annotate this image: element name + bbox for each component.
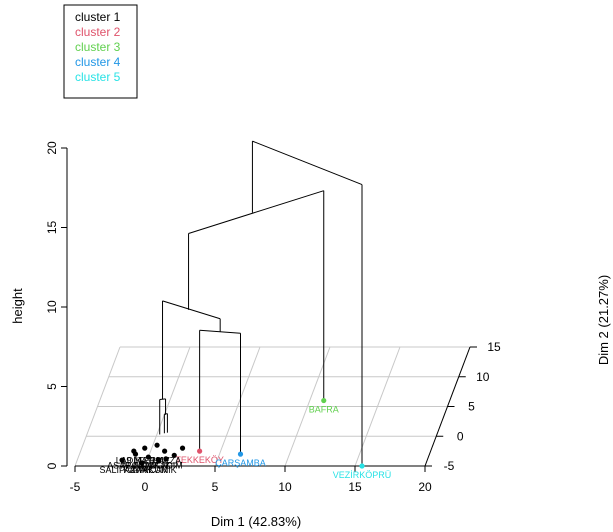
legend-entry-5: cluster 5: [75, 70, 121, 84]
dendrogram-bar: [162, 300, 221, 320]
data-point: [145, 454, 151, 460]
z-tick-label: 15: [45, 221, 59, 235]
z-tick-label: 0: [45, 462, 59, 469]
legend-entry-4: cluster 4: [75, 55, 121, 69]
dendrogram-bar: [252, 140, 363, 186]
dendrogram-bar: [188, 190, 324, 234]
legend-entry-2: cluster 2: [75, 25, 121, 39]
data-point: [321, 397, 327, 404]
y-tick-label: 15: [487, 340, 501, 354]
data-point: [171, 452, 177, 458]
point-label: TEKKEKÖY: [175, 455, 224, 465]
cluster1-point-label: TERME: [138, 456, 170, 466]
cluster1-point-label: 19 MAYIS: [121, 456, 161, 466]
cluster1-point-label: SALIPAZARI: [99, 465, 150, 475]
z-axis-title: height: [10, 288, 25, 324]
dendrogram-branches: [159, 140, 363, 466]
x-axis-title: Dim 1 (42.83%): [211, 514, 301, 529]
cluster1-point-label: HAVZA: [152, 456, 181, 466]
y-tick-label: 10: [476, 370, 490, 384]
data-point: [359, 463, 365, 469]
point-label: VEZİRKÖPRÜ: [333, 470, 392, 480]
legend-entry-3: cluster 3: [75, 40, 121, 54]
y-tick-label: 0: [457, 429, 464, 443]
x-tick-label: 0: [142, 480, 149, 494]
point-label: ÇARŞAMBA: [215, 458, 266, 468]
x-tick-label: 20: [418, 480, 432, 494]
data-point: [237, 451, 244, 457]
cluster1-point-label: CANIK: [149, 465, 177, 475]
floor-grid: [74, 346, 471, 467]
data-point: [163, 456, 169, 462]
data-point: [179, 445, 186, 451]
x-tick-label: 10: [278, 480, 292, 494]
data-point: [155, 457, 162, 463]
data-points: TEKKEKÖY BAFRA ÇARŞAMBA VEZİRKÖPRÜ SALIPAZAR…: [99, 397, 392, 480]
x-tick-label: 15: [348, 480, 362, 494]
dendrogram-bar: [199, 329, 241, 334]
x-tick-label: -5: [70, 480, 81, 494]
z-tick-label: 10: [45, 300, 59, 314]
cluster1-point-label: ASARCIK: [107, 460, 147, 470]
data-point: [119, 457, 125, 463]
y-tick-label: -5: [444, 459, 455, 473]
data-point: [131, 448, 137, 454]
x-tick-label: 5: [212, 480, 219, 494]
data-point: [154, 442, 160, 448]
legend-box: [63, 4, 138, 99]
data-point: [142, 445, 148, 451]
z-tick-label: 5: [45, 383, 59, 390]
data-point: [162, 448, 168, 454]
cluster1-point-label: AYVACIK: [133, 460, 171, 470]
cluster1-point-label: ATAKUM: [132, 465, 168, 475]
point-label: BAFRA: [309, 405, 339, 415]
data-point: [197, 448, 203, 454]
y-tick-label: 5: [468, 400, 475, 414]
legend: cluster 1 cluster 2 cluster 3 cluster 4 …: [63, 4, 138, 99]
cluster1-point-label: KAVAK: [123, 465, 152, 475]
legend-entry-1: cluster 1: [75, 10, 121, 24]
data-point: [139, 460, 145, 466]
z-tick-label: 20: [45, 141, 59, 155]
cluster1-point-label: LADIK: [116, 456, 142, 466]
axes: -5 0 5 10 15 20 -5 0 5 10 15 0 5 10 15 20: [45, 141, 501, 494]
cluster1-point-label: ALACAM: [121, 460, 158, 470]
cluster1-point-label: ILKADIM: [147, 460, 183, 470]
y-axis-title: Dim 2 (21.27%): [596, 275, 611, 365]
